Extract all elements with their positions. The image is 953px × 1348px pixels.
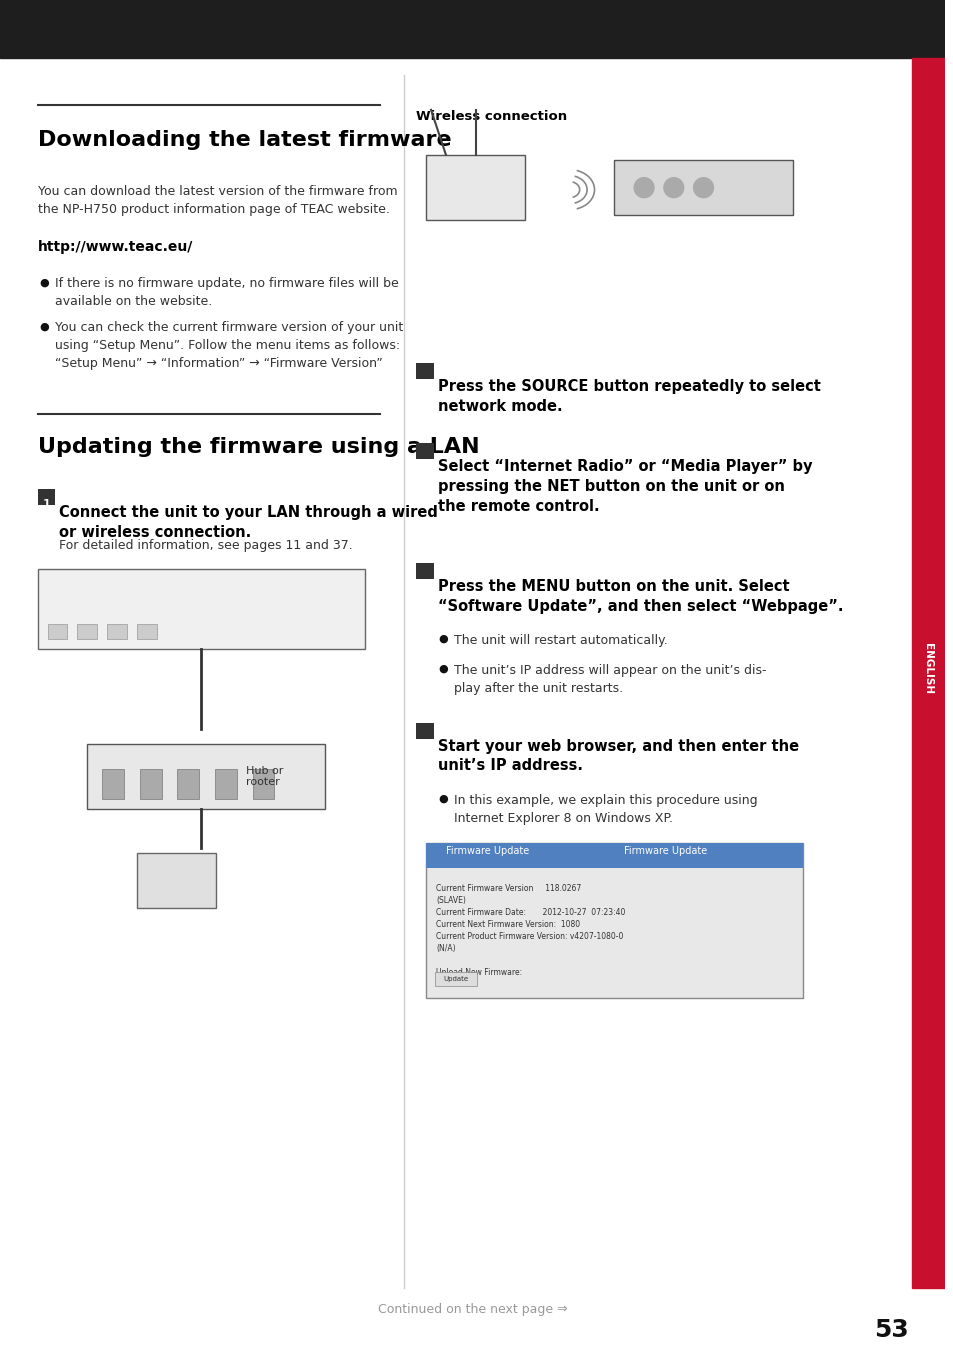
Text: Firmware Update: Firmware Update [623,847,707,856]
Text: 4: 4 [420,578,429,589]
Text: Hub or
rooter: Hub or rooter [246,766,283,787]
Circle shape [634,178,654,198]
Circle shape [663,178,683,198]
Text: Continued on the next page ⇒: Continued on the next page ⇒ [377,1302,567,1316]
Text: If there is no firmware update, no firmware files will be
available on the websi: If there is no firmware update, no firmw… [55,278,398,309]
Text: Select “Internet Radio” or “Media Player” by
pressing the NET button on the unit: Select “Internet Radio” or “Media Player… [437,460,812,514]
Text: 2: 2 [421,379,429,390]
Text: Current Firmware Date:       2012-10-27  07:23:40: Current Firmware Date: 2012-10-27 07:23:… [436,909,625,918]
FancyBboxPatch shape [177,768,199,798]
FancyBboxPatch shape [77,624,97,639]
FancyBboxPatch shape [48,624,68,639]
Text: For detailed information, see pages 11 and 37.: For detailed information, see pages 11 a… [59,539,353,553]
FancyBboxPatch shape [614,159,792,214]
Text: Firmware Update: Firmware Update [445,847,529,856]
Text: ENGLISH: ENGLISH [923,643,932,694]
FancyBboxPatch shape [614,844,801,868]
Text: Press the SOURCE button repeatedly to select
network mode.: Press the SOURCE button repeatedly to se… [437,379,820,414]
Bar [0,0,944,58]
Text: 1: 1 [43,499,51,510]
Text: The unit will restart automatically.: The unit will restart automatically. [454,634,667,647]
Circle shape [693,178,713,198]
Text: Press the MENU button on the unit. Select
“Software Update”, and then select “We: Press the MENU button on the unit. Selec… [437,578,842,613]
Text: Current Next Firmware Version:  1080: Current Next Firmware Version: 1080 [436,921,579,929]
Text: In this example, we explain this procedure using
Internet Explorer 8 on Windows : In this example, we explain this procedu… [454,794,757,825]
Text: (SLAVE): (SLAVE) [436,896,465,906]
FancyBboxPatch shape [136,624,156,639]
FancyBboxPatch shape [426,844,801,998]
Text: Start your web browser, and then enter the
unit’s IP address.: Start your web browser, and then enter t… [437,739,799,774]
Text: Upload New Firmware:: Upload New Firmware: [436,968,521,977]
Bar [911,58,944,1287]
Text: Current Product Firmware Version: v4207-1080-0: Current Product Firmware Version: v4207-… [436,933,622,941]
FancyBboxPatch shape [37,489,55,506]
FancyBboxPatch shape [87,744,325,809]
Text: http://www.teac.eu/: http://www.teac.eu/ [37,240,193,253]
Text: Update: Update [443,976,468,983]
Text: Downloading the latest firmware: Downloading the latest firmware [37,129,451,150]
Text: You can check the current firmware version of your unit
using “Setup Menu”. Foll: You can check the current firmware versi… [55,321,403,371]
FancyBboxPatch shape [139,768,161,798]
FancyBboxPatch shape [426,844,801,868]
Text: Connect the unit to your LAN through a wired
or wireless connection.: Connect the unit to your LAN through a w… [59,506,437,541]
Text: You can download the latest version of the firmware from
the NP-H750 product inf: You can download the latest version of t… [37,185,396,216]
Text: 3: 3 [421,460,429,469]
FancyBboxPatch shape [416,563,434,578]
Text: (N/A): (N/A) [436,944,456,953]
Text: Wireless connection: Wireless connection [416,109,567,123]
Text: ●: ● [40,278,50,287]
FancyBboxPatch shape [37,569,364,648]
Text: The unit’s IP address will appear on the unit’s dis-
play after the unit restart: The unit’s IP address will appear on the… [454,663,765,694]
FancyBboxPatch shape [214,768,236,798]
Text: 53: 53 [874,1317,908,1341]
FancyBboxPatch shape [253,768,274,798]
FancyBboxPatch shape [136,853,215,909]
FancyBboxPatch shape [416,723,434,739]
Text: ●: ● [437,663,447,674]
Text: ●: ● [437,794,447,803]
FancyBboxPatch shape [107,624,127,639]
Text: Current Firmware Version     118.0267: Current Firmware Version 118.0267 [436,884,580,894]
FancyBboxPatch shape [102,768,124,798]
Text: Updating the firmware using a LAN: Updating the firmware using a LAN [37,437,478,457]
Text: ●: ● [40,321,50,332]
Text: 5: 5 [421,739,429,748]
FancyBboxPatch shape [416,443,434,460]
FancyBboxPatch shape [435,972,476,987]
Text: Wired connection: Wired connection [37,569,169,582]
Text: ●: ● [437,634,447,644]
FancyBboxPatch shape [416,364,434,379]
FancyBboxPatch shape [426,155,524,220]
